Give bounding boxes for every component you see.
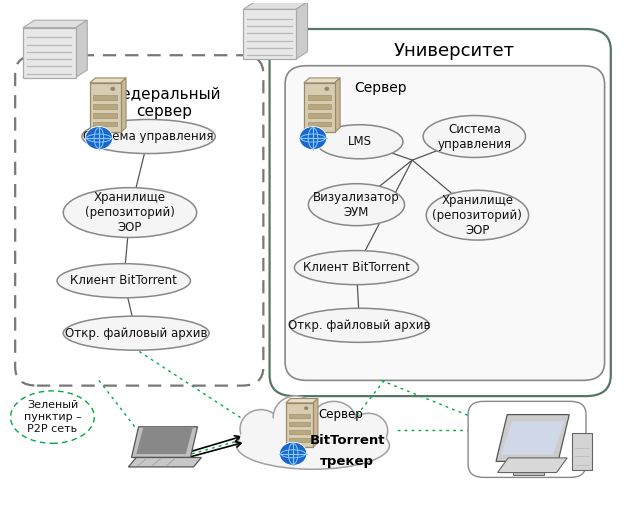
FancyBboxPatch shape: [270, 29, 611, 396]
Text: LMS: LMS: [347, 135, 372, 148]
FancyBboxPatch shape: [90, 83, 121, 132]
Polygon shape: [501, 421, 564, 455]
Text: Хранилище
(репозиторий)
ЭОР: Хранилище (репозиторий) ЭОР: [433, 193, 522, 237]
Text: трекер: трекер: [320, 455, 374, 468]
FancyBboxPatch shape: [513, 469, 545, 475]
Text: Сервер: Сервер: [354, 82, 408, 95]
FancyBboxPatch shape: [289, 414, 310, 418]
Circle shape: [304, 407, 308, 410]
FancyBboxPatch shape: [572, 432, 592, 470]
FancyBboxPatch shape: [289, 430, 310, 434]
Ellipse shape: [290, 308, 429, 342]
Text: Университет: Университет: [393, 42, 515, 60]
Ellipse shape: [57, 264, 190, 298]
Text: Откр. файловый архив: Откр. файловый архив: [289, 319, 431, 332]
Text: Система
управления: Система управления: [438, 122, 511, 151]
FancyBboxPatch shape: [93, 104, 117, 109]
FancyBboxPatch shape: [307, 122, 331, 127]
Text: Откр. файловый архив: Откр. файловый архив: [65, 326, 207, 340]
FancyBboxPatch shape: [243, 10, 296, 59]
Ellipse shape: [426, 190, 528, 240]
Text: Хранилище
(репозиторий)
ЭОР: Хранилище (репозиторий) ЭОР: [85, 191, 175, 234]
Polygon shape: [334, 78, 340, 132]
Ellipse shape: [316, 405, 352, 438]
Polygon shape: [498, 458, 567, 473]
Ellipse shape: [277, 400, 314, 436]
Polygon shape: [243, 2, 307, 10]
Polygon shape: [304, 78, 340, 83]
Polygon shape: [313, 399, 318, 447]
Text: BitTorrent: BitTorrent: [309, 434, 385, 447]
Polygon shape: [296, 2, 307, 59]
Circle shape: [111, 87, 115, 91]
FancyBboxPatch shape: [307, 104, 331, 109]
Ellipse shape: [353, 417, 384, 445]
FancyBboxPatch shape: [285, 66, 605, 381]
Ellipse shape: [237, 421, 389, 469]
FancyBboxPatch shape: [307, 95, 331, 100]
Text: Визуализатор
ЭУМ: Визуализатор ЭУМ: [313, 191, 400, 219]
Text: Федеральный
сервер: Федеральный сервер: [108, 87, 220, 119]
Polygon shape: [90, 78, 126, 83]
FancyBboxPatch shape: [468, 401, 586, 478]
Text: Сервер: Сервер: [319, 408, 363, 421]
Circle shape: [325, 87, 329, 91]
FancyBboxPatch shape: [23, 28, 76, 77]
Polygon shape: [23, 20, 87, 28]
Ellipse shape: [316, 125, 403, 159]
Ellipse shape: [294, 251, 418, 285]
Ellipse shape: [423, 116, 525, 157]
Ellipse shape: [273, 396, 318, 440]
FancyBboxPatch shape: [93, 113, 117, 118]
Ellipse shape: [311, 401, 356, 441]
Polygon shape: [128, 457, 202, 467]
Polygon shape: [136, 428, 193, 454]
FancyBboxPatch shape: [289, 438, 310, 441]
Text: Система управления: Система управления: [83, 130, 214, 143]
Circle shape: [279, 442, 307, 465]
Ellipse shape: [240, 415, 386, 461]
Polygon shape: [121, 78, 126, 132]
Text: Зеленый
пунктир –
P2P сеть: Зеленый пунктир – P2P сеть: [24, 401, 81, 434]
FancyBboxPatch shape: [15, 55, 264, 386]
FancyBboxPatch shape: [289, 422, 310, 426]
FancyBboxPatch shape: [285, 403, 313, 447]
Circle shape: [85, 127, 113, 149]
Polygon shape: [285, 399, 318, 403]
FancyBboxPatch shape: [304, 83, 334, 132]
FancyBboxPatch shape: [307, 113, 331, 118]
Text: Клиент BitTorrent: Клиент BitTorrent: [303, 261, 410, 274]
Ellipse shape: [244, 413, 277, 444]
FancyBboxPatch shape: [93, 95, 117, 100]
Circle shape: [299, 127, 327, 149]
Text: Клиент BitTorrent: Клиент BitTorrent: [70, 274, 177, 287]
Polygon shape: [496, 414, 569, 462]
Ellipse shape: [11, 391, 95, 443]
Ellipse shape: [82, 119, 215, 154]
Polygon shape: [76, 20, 87, 77]
Ellipse shape: [309, 184, 404, 226]
Ellipse shape: [240, 410, 282, 448]
Polygon shape: [131, 427, 198, 457]
Ellipse shape: [63, 188, 197, 237]
Ellipse shape: [63, 316, 209, 350]
FancyBboxPatch shape: [93, 122, 117, 127]
Ellipse shape: [349, 413, 387, 448]
